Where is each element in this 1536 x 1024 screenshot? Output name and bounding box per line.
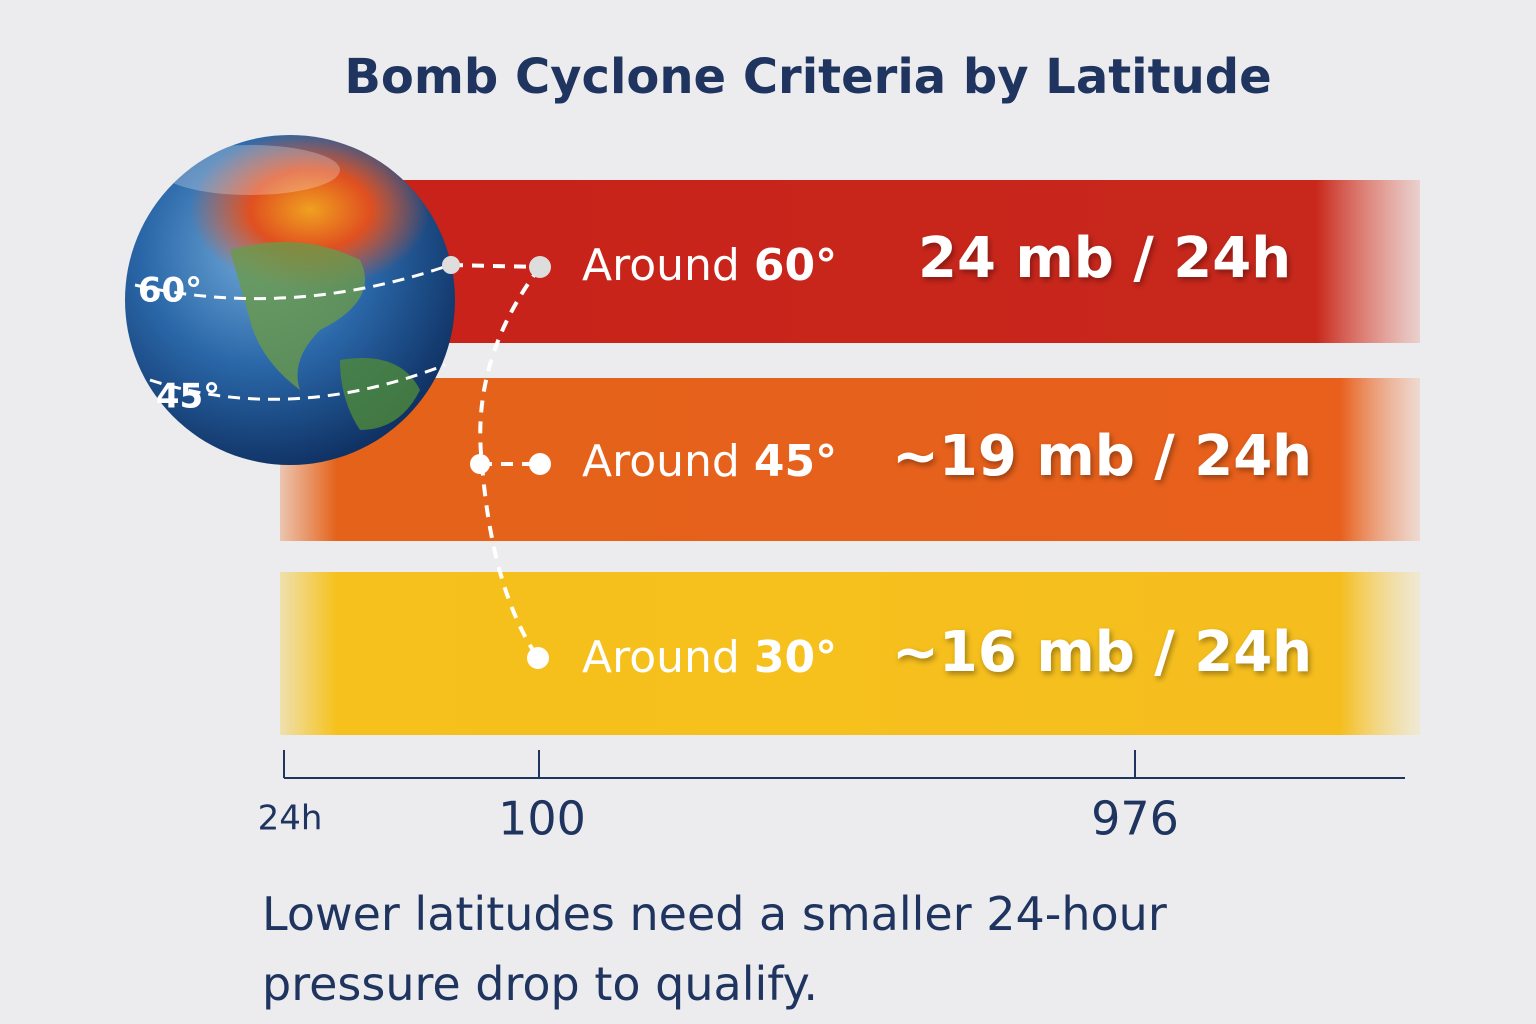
axis-label: 24h [258,799,323,839]
title: Bomb Cyclone Criteria by Latitude [344,49,1271,105]
footer-line: Lower latitudes need a smaller 24-hour [262,887,1167,941]
row: Around 30° ~16 mb / 24h [582,620,1312,685]
row-latitude: 45° [754,436,837,487]
connector-dots [442,256,551,669]
svg-text:Around 45°: Around 45° [582,436,837,487]
globe: 60° 45° [125,135,455,465]
globe-label: 45° [156,377,220,417]
row-prefix: Around [582,632,740,683]
svg-text:Around 60°: Around 60° [582,240,837,291]
row-threshold: 24 mb / 24h [918,226,1291,291]
row-prefix: Around [582,436,740,487]
row-threshold: ~19 mb / 24h [892,424,1312,489]
axis-label: 976 [1091,792,1179,846]
footer-line: pressure drop to qualify. [262,957,818,1011]
band-30 [280,572,1420,735]
svg-text:Around 30°: Around 30° [582,632,837,683]
band-60 [380,180,1420,343]
row-latitude: 60° [754,240,837,291]
axis [283,750,1405,779]
row-threshold: ~16 mb / 24h [892,620,1312,685]
globe-label: 60° [138,271,202,311]
row: Around 60° 24 mb / 24h [582,226,1291,291]
band-45 [280,378,1420,541]
axis-label: 100 [498,792,586,846]
row-prefix: Around [582,240,740,291]
row-latitude: 30° [754,632,837,683]
row: Around 45° ~19 mb / 24h [582,424,1312,489]
